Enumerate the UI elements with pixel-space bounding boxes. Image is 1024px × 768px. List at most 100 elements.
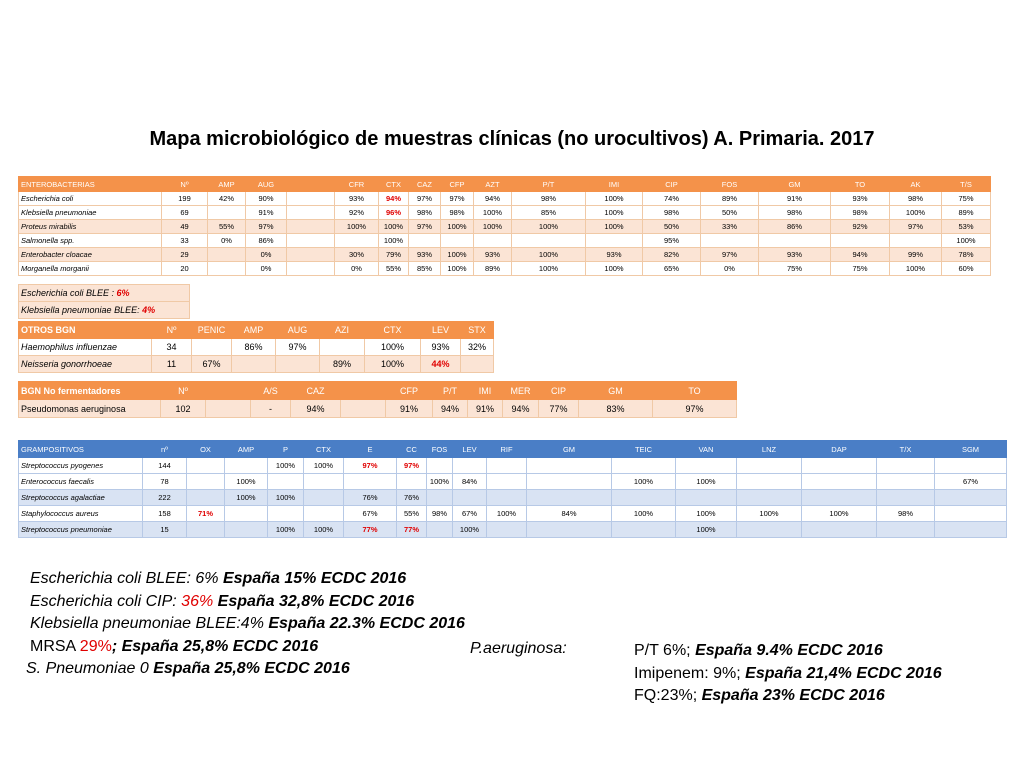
table-cell: 100% <box>378 233 409 248</box>
note-line: Imipenem: 9%; España 21,4% ECDC 2016 <box>634 663 942 686</box>
table-cell <box>486 521 527 538</box>
table-cell: 89% <box>941 205 991 220</box>
table-cell <box>286 247 335 262</box>
table-cell <box>186 521 225 538</box>
table-cell <box>224 505 268 522</box>
table-cell: 93% <box>830 191 890 206</box>
table-row: Proteus mirabilis 49 55% 97% 100% 100% 9… <box>18 219 991 234</box>
table-cell: 100% <box>473 205 512 220</box>
enterobacterias-table: ENTEROBACTERIAS Nº AMP AUG CFR CTX CAZ C… <box>18 176 991 276</box>
table-cell <box>334 233 379 248</box>
bgn-no-fermentadores-table: BGN No fermentadores Nº A/S CAZ CFP P/T … <box>18 381 737 418</box>
table-cell <box>486 473 527 490</box>
table-cell: 100% <box>675 505 737 522</box>
table-cell: 100% <box>267 521 304 538</box>
table-cell: 89% <box>700 191 759 206</box>
header-cell: AZT <box>473 176 512 192</box>
table-cell <box>426 457 453 474</box>
table-row: Streptococcus agalactiae 222 100% 100% 7… <box>18 489 1007 506</box>
table-cell: 100% <box>224 473 268 490</box>
table-cell <box>876 457 935 474</box>
header-cell: AK <box>889 176 942 192</box>
table-cell <box>526 457 612 474</box>
table-cell: 90% <box>245 191 287 206</box>
header-cell: E <box>343 440 397 458</box>
note-text: Klebsiella pneumoniae BLEE:4% <box>30 615 269 632</box>
header-cell: RIF <box>486 440 527 458</box>
table-cell: 75% <box>758 261 831 276</box>
table-cell <box>286 219 335 234</box>
blee-box: Escherichia coli BLEE : 6% Klebsiella pn… <box>18 284 190 319</box>
organism-name: Haemophilus influenzae <box>18 338 152 356</box>
note-reference: ; España 25,8% ECDC 2016 <box>111 637 319 655</box>
paeruginosa-label: P.aeruginosa: <box>470 640 567 657</box>
note-line: S. Pneumoniae 0 España 25,8% ECDC 2016 <box>26 658 465 681</box>
blee-ecoli: Escherichia coli BLEE : 6% <box>18 284 190 302</box>
table-cell: 0% <box>207 233 246 248</box>
table-cell: 71% <box>186 505 225 522</box>
page-title: Mapa microbiológico de muestras clínicas… <box>149 128 875 150</box>
organism-name: Streptococcus pyogenes <box>18 457 143 474</box>
table-cell <box>758 233 831 248</box>
table-cell: 97% <box>652 399 737 418</box>
table-cell <box>186 457 225 474</box>
header-cell: LEV <box>452 440 487 458</box>
table-cell: 158 <box>142 505 187 522</box>
table-cell: 30% <box>334 247 379 262</box>
header-cell: AMP <box>207 176 246 192</box>
table-cell: 100% <box>585 205 643 220</box>
table-cell <box>830 233 890 248</box>
table-row: Klebsiella pneumoniae 69 91% 92% 96% 98%… <box>18 205 991 220</box>
table-cell: 86% <box>231 338 276 356</box>
note-text: MRSA <box>30 637 80 655</box>
table-cell: 100% <box>675 473 737 490</box>
table-cell: 60% <box>941 261 991 276</box>
table-cell <box>889 233 942 248</box>
table-cell <box>343 473 397 490</box>
table-cell: 102 <box>160 399 206 418</box>
table-row: Enterococcus faecalis 78 100% 100% 84% 1… <box>18 473 1007 490</box>
table-cell <box>286 191 335 206</box>
table-cell <box>303 473 344 490</box>
table-cell: 100% <box>224 489 268 506</box>
table-cell: 100% <box>801 505 877 522</box>
header-cell: GM <box>526 440 612 458</box>
table-cell: 93% <box>585 247 643 262</box>
table-cell: 96% <box>378 205 409 220</box>
table-header-row: OTROS BGN Nº PENIC AMP AUG AZI CTX LEV S… <box>18 321 494 339</box>
table-cell: 78 <box>142 473 187 490</box>
table-cell: 75% <box>830 261 890 276</box>
table-cell <box>736 473 802 490</box>
organism-name: Salmonella spp. <box>18 233 162 248</box>
table-cell: - <box>250 399 291 418</box>
table-cell <box>426 521 453 538</box>
header-cell: AZI <box>319 321 365 339</box>
header-cell: P <box>267 440 304 458</box>
table-cell <box>876 473 935 490</box>
table-header-row: ENTEROBACTERIAS Nº AMP AUG CFR CTX CAZ C… <box>18 176 991 192</box>
table-cell: 78% <box>941 247 991 262</box>
header-cell: OTROS BGN <box>18 321 152 339</box>
organism-name: Enterococcus faecalis <box>18 473 143 490</box>
table-cell: 93% <box>334 191 379 206</box>
table-row: Salmonella spp. 33 0% 86% 100% 95% 100% <box>18 233 991 248</box>
table-row: Haemophilus influenzae 34 86% 97% 100% 9… <box>18 338 494 356</box>
organism-name: Streptococcus pneumoniae <box>18 521 143 538</box>
table-cell: 100% <box>440 247 474 262</box>
table-cell: 67% <box>343 505 397 522</box>
table-cell <box>801 489 877 506</box>
note-text: FQ:23%; <box>634 687 702 704</box>
table-cell: 97% <box>396 457 427 474</box>
header-cell: CIP <box>538 381 579 400</box>
header-cell: LNZ <box>736 440 802 458</box>
note-line: Escherichia coli BLEE: 6% España 15% ECD… <box>30 568 465 591</box>
table-cell: 67% <box>452 505 487 522</box>
table-cell <box>526 489 612 506</box>
table-cell: 100% <box>303 521 344 538</box>
note-reference: España 22.3% ECDC 2016 <box>268 615 465 632</box>
table-cell <box>452 457 487 474</box>
header-cell: CFP <box>385 381 433 400</box>
table-cell: 98% <box>511 191 586 206</box>
table-cell: 99% <box>889 247 942 262</box>
table-cell: 100% <box>585 219 643 234</box>
